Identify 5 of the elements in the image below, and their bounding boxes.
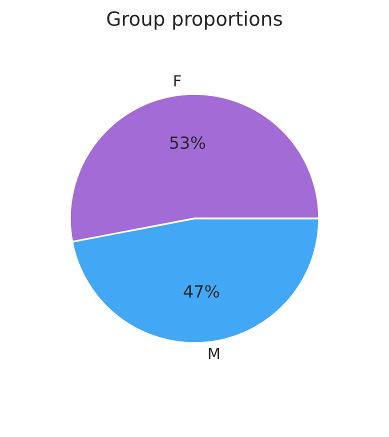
slice-label: M (208, 348, 220, 360)
slice-label: F (174, 75, 181, 86)
data-label: 53% (170, 136, 206, 149)
chart-title: Group proportions (107, 10, 282, 30)
data-label: 47% (184, 285, 220, 298)
